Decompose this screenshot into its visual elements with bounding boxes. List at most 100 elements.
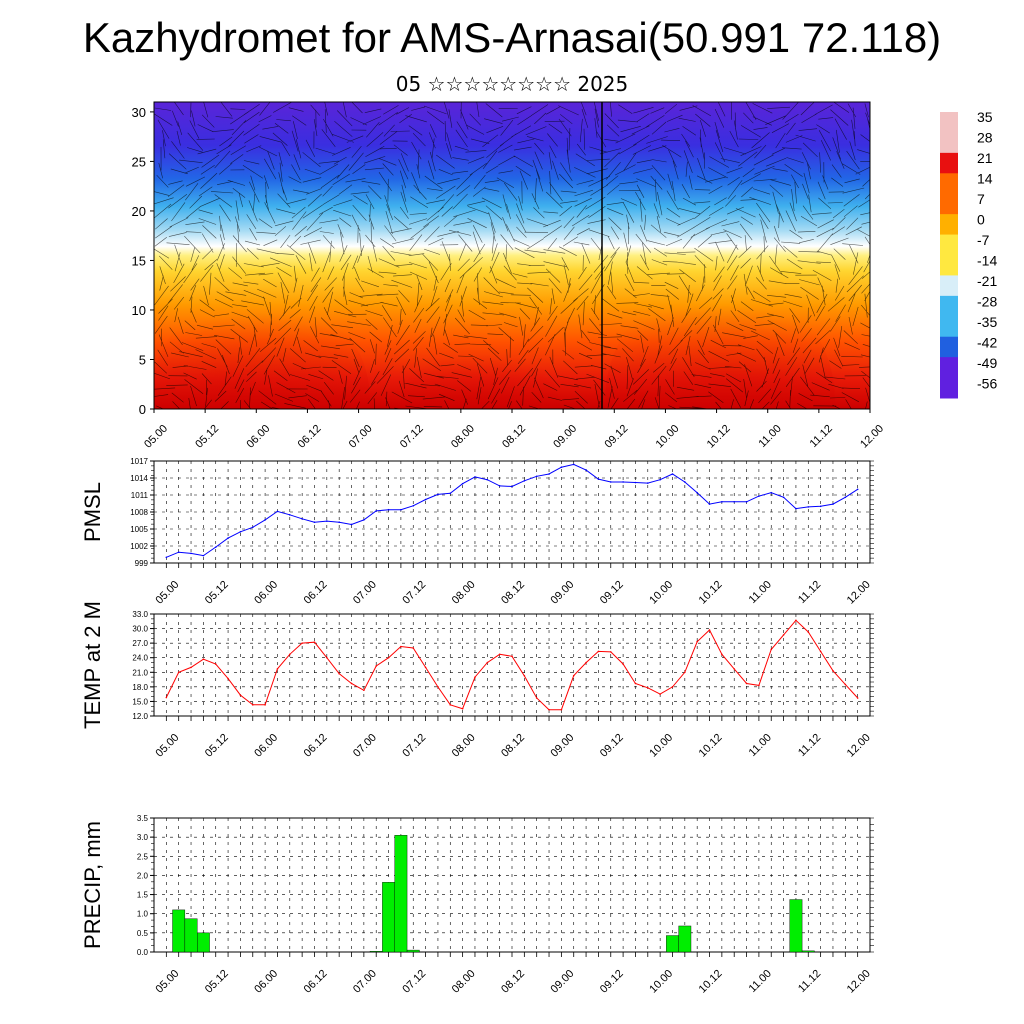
data-point — [782, 496, 785, 499]
x-tick-label: 11.12 — [796, 732, 823, 759]
x-tick-label: 07.12 — [400, 732, 428, 760]
data-point — [313, 641, 316, 643]
data-point — [548, 708, 550, 711]
data-point — [437, 686, 439, 688]
data-point — [523, 674, 526, 677]
data-point — [646, 687, 649, 689]
data-point — [326, 656, 328, 659]
x-tick-label: 11.12 — [796, 579, 823, 606]
x-tick-label: 11.12 — [808, 423, 835, 450]
x-tick-label: 07.00 — [347, 423, 375, 451]
x-tick-label: 07.12 — [398, 423, 426, 451]
data-point — [634, 481, 637, 484]
x-tick-label: 12.00 — [845, 968, 873, 996]
x-tick-label: 10.12 — [697, 732, 725, 760]
data-point — [770, 491, 773, 494]
colorbar-label: -21 — [977, 273, 997, 289]
x-tick-label: 06.00 — [244, 423, 272, 451]
y-tick-label: 3.0 — [137, 833, 149, 842]
data-point — [239, 531, 242, 533]
data-point — [733, 668, 736, 670]
colorbar-segment — [940, 112, 958, 133]
data-point — [708, 503, 711, 505]
data-point — [572, 463, 575, 466]
y-tick-label: 3.5 — [137, 814, 149, 823]
x-tick-label: 11.12 — [796, 968, 823, 995]
data-point — [387, 508, 390, 511]
x-tick-label: 07.00 — [351, 968, 379, 996]
colorbar-label: -49 — [977, 355, 997, 371]
precip-bar — [184, 918, 198, 953]
data-point — [424, 498, 427, 501]
y-tick-label: 1011 — [131, 491, 149, 500]
data-point — [560, 708, 563, 711]
x-tick-label: 05.12 — [193, 423, 221, 451]
data-point — [523, 480, 526, 482]
x-tick-label: 07.12 — [400, 579, 428, 607]
cross-section-field — [154, 102, 870, 409]
data-point — [535, 697, 538, 699]
precip-bar — [801, 950, 815, 953]
data-point — [375, 510, 378, 512]
data-point — [832, 670, 834, 672]
data-point — [239, 694, 242, 696]
data-point — [190, 552, 192, 555]
data-point — [758, 495, 760, 497]
colorbar-segment — [940, 377, 958, 399]
data-point — [758, 684, 760, 687]
x-tick-label: 08.00 — [450, 968, 478, 996]
data-point — [301, 518, 303, 520]
data-point — [400, 508, 402, 511]
x-tick-label: 09.00 — [549, 732, 577, 760]
data-point — [671, 473, 674, 475]
data-point — [548, 473, 550, 475]
precip-bar — [406, 949, 420, 953]
colorbar-segment — [940, 173, 958, 195]
x-tick-label: 08.12 — [499, 579, 527, 607]
x-tick-label: 06.00 — [252, 579, 280, 607]
x-tick-label: 09.12 — [598, 579, 626, 607]
y-tick-label: 15.0 — [132, 697, 148, 706]
data-point — [856, 488, 859, 491]
data-point — [412, 504, 415, 507]
x-tick-label: 08.12 — [499, 732, 527, 760]
data-point — [745, 682, 748, 685]
y-tick-label: 0 — [139, 402, 146, 417]
data-point — [363, 519, 365, 521]
data-point — [227, 537, 229, 539]
data-point — [844, 496, 847, 499]
data-point — [486, 661, 489, 664]
x-tick-label: 10.00 — [647, 732, 675, 760]
data-point — [202, 658, 205, 660]
x-tick-label: 10.12 — [697, 968, 725, 996]
data-point — [832, 503, 834, 505]
chart-title: Kazhydromet for AMS-Arnasai(50.991 72.11… — [82, 14, 942, 61]
colorbar-label: 14 — [977, 171, 993, 187]
data-point — [177, 671, 180, 674]
data-point — [165, 556, 168, 559]
data-point — [498, 485, 501, 487]
x-tick-label: 06.12 — [302, 579, 330, 607]
data-point — [350, 682, 353, 685]
data-point — [375, 665, 378, 667]
data-point — [313, 521, 316, 523]
colorbar-segment — [940, 234, 958, 256]
data-point — [572, 674, 575, 677]
x-tick-label: 06.00 — [252, 968, 280, 996]
data-point — [856, 697, 859, 699]
x-tick-label: 05.00 — [154, 968, 182, 996]
y-axis-title: PRECIP, mm — [80, 821, 105, 949]
y-tick-label: 5 — [139, 352, 146, 367]
data-point — [363, 689, 365, 692]
precip-bar — [666, 935, 679, 953]
temp-at-2-m-panel: 33.0 30.0 27.0 24.0 21.0 18.0 15.0 12.0 TEMP at … — [80, 601, 874, 729]
data-point — [745, 501, 748, 503]
x-tick-label: 06.12 — [302, 732, 330, 760]
data-point — [795, 619, 797, 622]
y-tick-label: 10 — [132, 303, 146, 318]
data-point — [696, 491, 698, 494]
data-point — [190, 666, 192, 669]
data-point — [461, 482, 464, 485]
y-tick-label: 30.0 — [132, 625, 148, 634]
data-point — [708, 629, 711, 631]
